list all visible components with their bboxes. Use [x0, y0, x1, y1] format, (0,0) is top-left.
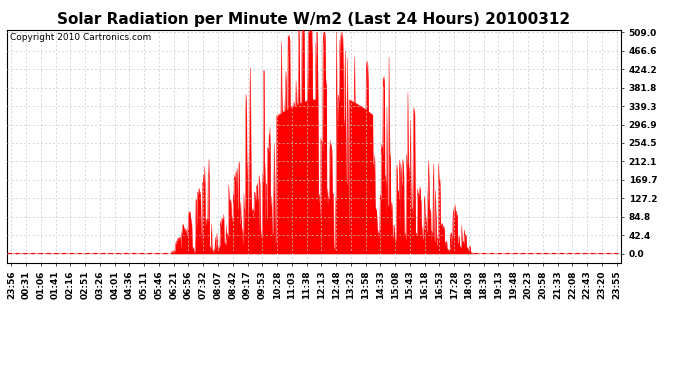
Title: Solar Radiation per Minute W/m2 (Last 24 Hours) 20100312: Solar Radiation per Minute W/m2 (Last 24…: [57, 12, 571, 27]
Text: Copyright 2010 Cartronics.com: Copyright 2010 Cartronics.com: [10, 33, 151, 42]
